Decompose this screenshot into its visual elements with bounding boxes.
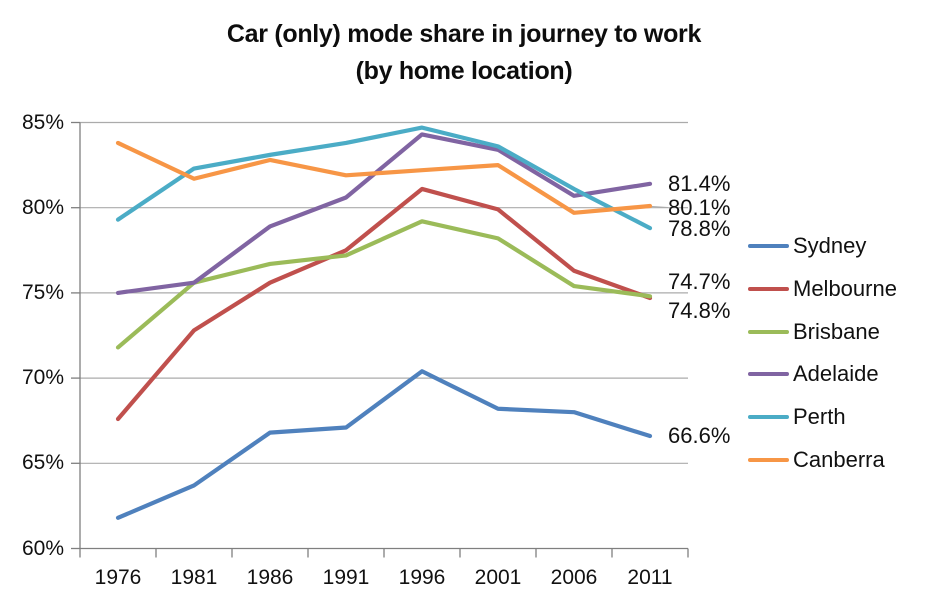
x-tick-label-2011: 2011 xyxy=(627,566,673,589)
legend-label-canberra: Canberra xyxy=(793,447,885,472)
chart-title-line1: Car (only) mode share in journey to work xyxy=(226,20,702,48)
legend-item-canberra: Canberra xyxy=(748,439,885,481)
chart-title: Car (only) mode share in journey to work… xyxy=(0,16,928,90)
legend-swatch-brisbane xyxy=(748,329,789,334)
series-line-brisbane xyxy=(115,219,653,350)
data-label-adelaide: 81.4% xyxy=(668,170,731,196)
series-line-adelaide xyxy=(115,132,653,295)
legend-label-melbourne: Melbourne xyxy=(793,275,897,301)
data-label-brisbane: 74.8% xyxy=(668,298,731,324)
y-tick-label-65: 65% xyxy=(21,451,64,475)
y-tick-label-80: 80% xyxy=(21,195,64,219)
legend-item-perth: Perth xyxy=(748,396,846,438)
y-tick-label-75: 75% xyxy=(21,280,64,304)
legend-swatch-canberra xyxy=(748,458,789,462)
data-label-perth: 78.8% xyxy=(668,216,731,242)
legend-swatch-perth xyxy=(748,415,789,420)
x-tick-label-1996: 1996 xyxy=(398,566,446,589)
x-tick-label-1981: 1981 xyxy=(170,566,218,589)
series-line-melbourne xyxy=(115,186,653,422)
data-label-canberra: 80.1% xyxy=(668,194,731,220)
series-line-sydney xyxy=(115,369,653,520)
x-tick-label-2006: 2006 xyxy=(550,566,598,589)
data-label-sydney: 66.6% xyxy=(668,423,731,449)
y-tick-label-60: 60% xyxy=(21,536,64,560)
legend-swatch-adelaide xyxy=(748,372,789,377)
chart-title-line2: (by home location) xyxy=(355,57,573,85)
series-line-perth xyxy=(115,125,653,231)
legend-item-melbourne: Melbourne xyxy=(748,268,897,310)
series-line-canberra xyxy=(115,140,653,215)
legend-swatch-melbourne xyxy=(748,286,789,291)
x-tick-label-1976: 1976 xyxy=(94,566,142,589)
label-leader-line xyxy=(651,205,669,209)
legend-label-perth: Perth xyxy=(793,404,846,430)
legend-item-adelaide: Adelaide xyxy=(748,353,879,395)
legend-swatch-sydney xyxy=(748,244,789,248)
legend-item-brisbane: Brisbane xyxy=(748,311,880,353)
x-tick-label-1986: 1986 xyxy=(246,566,294,589)
y-tick-label-85: 85% xyxy=(21,110,64,134)
x-tick-label-1991: 1991 xyxy=(322,566,370,589)
x-tick-label-2001: 2001 xyxy=(474,566,522,589)
legend-label-adelaide: Adelaide xyxy=(793,361,879,387)
y-tick-label-70: 70% xyxy=(21,366,64,390)
legend-label-sydney: Sydney xyxy=(793,233,867,258)
legend-label-brisbane: Brisbane xyxy=(793,318,880,344)
data-label-melbourne: 74.7% xyxy=(668,269,731,294)
legend-item-sydney: Sydney xyxy=(748,225,866,267)
